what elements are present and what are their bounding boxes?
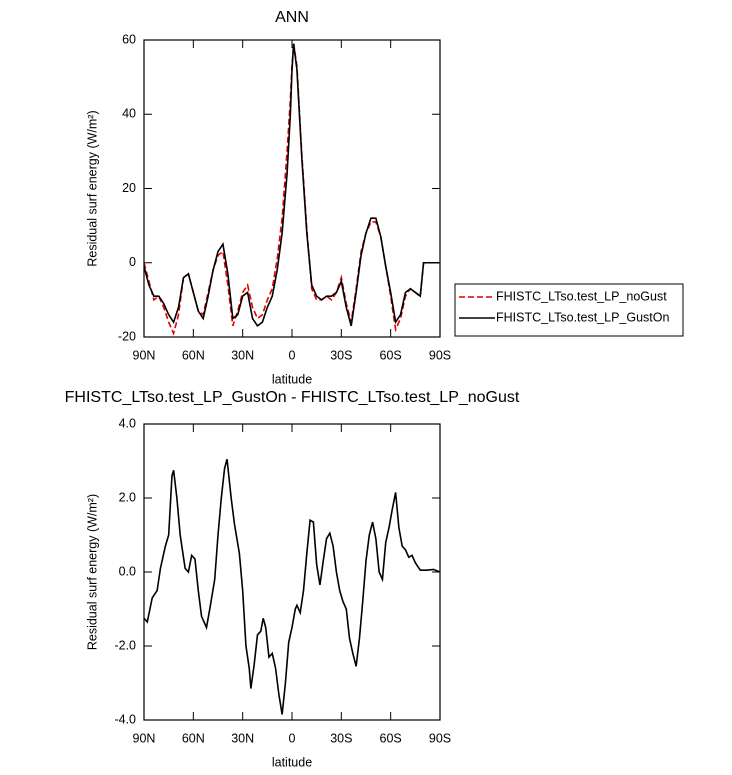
y-axis-label: Residual surf energy (W/m²) <box>85 494 99 650</box>
x-tick-label: 60N <box>182 348 205 362</box>
x-tick-label: 60S <box>380 731 402 745</box>
x-tick-label: 60S <box>380 348 402 362</box>
y-axis-label: Residual surf energy (W/m²) <box>85 110 99 266</box>
y-tick-label: 40 <box>122 107 136 121</box>
x-tick-label: 0 <box>289 348 296 362</box>
y-tick-label: 0.0 <box>119 564 136 578</box>
plot-frame <box>143 423 441 721</box>
y-tick-label: 20 <box>122 181 136 195</box>
x-tick-label: 60N <box>182 731 205 745</box>
x-tick-label: 30S <box>330 348 352 362</box>
data-line <box>143 43 440 328</box>
y-tick-label: -2.0 <box>114 638 136 652</box>
x-tick-label: 30S <box>330 731 352 745</box>
chart-title: FHISTC_LTso.test_LP_GustOn - FHISTC_LTso… <box>65 389 520 406</box>
plot-frame <box>143 39 441 338</box>
y-tick-label: 2.0 <box>119 490 136 504</box>
y-tick-label: 60 <box>122 32 136 46</box>
x-tick-label: 0 <box>289 731 296 745</box>
y-tick-label: 0 <box>129 255 136 269</box>
y-tick-label: -4.0 <box>114 712 136 726</box>
x-tick-label: 90S <box>429 731 451 745</box>
x-tick-label: 30N <box>231 348 254 362</box>
x-axis-label: latitude <box>272 372 312 386</box>
data-line <box>143 458 441 715</box>
x-axis-label: latitude <box>272 755 312 769</box>
legend-label: FHISTC_LTso.test_LP_noGust <box>496 289 667 303</box>
legend-box <box>454 283 684 337</box>
y-tick-label: 4.0 <box>119 416 136 430</box>
chart-title: ANN <box>275 9 309 26</box>
x-tick-label: 90S <box>429 348 451 362</box>
x-tick-label: 90N <box>133 348 156 362</box>
x-tick-label: 30N <box>231 731 254 745</box>
y-tick-label: -20 <box>118 329 136 343</box>
legend-label: FHISTC_LTso.test_LP_GustOn <box>496 310 669 324</box>
x-tick-label: 90N <box>133 731 156 745</box>
